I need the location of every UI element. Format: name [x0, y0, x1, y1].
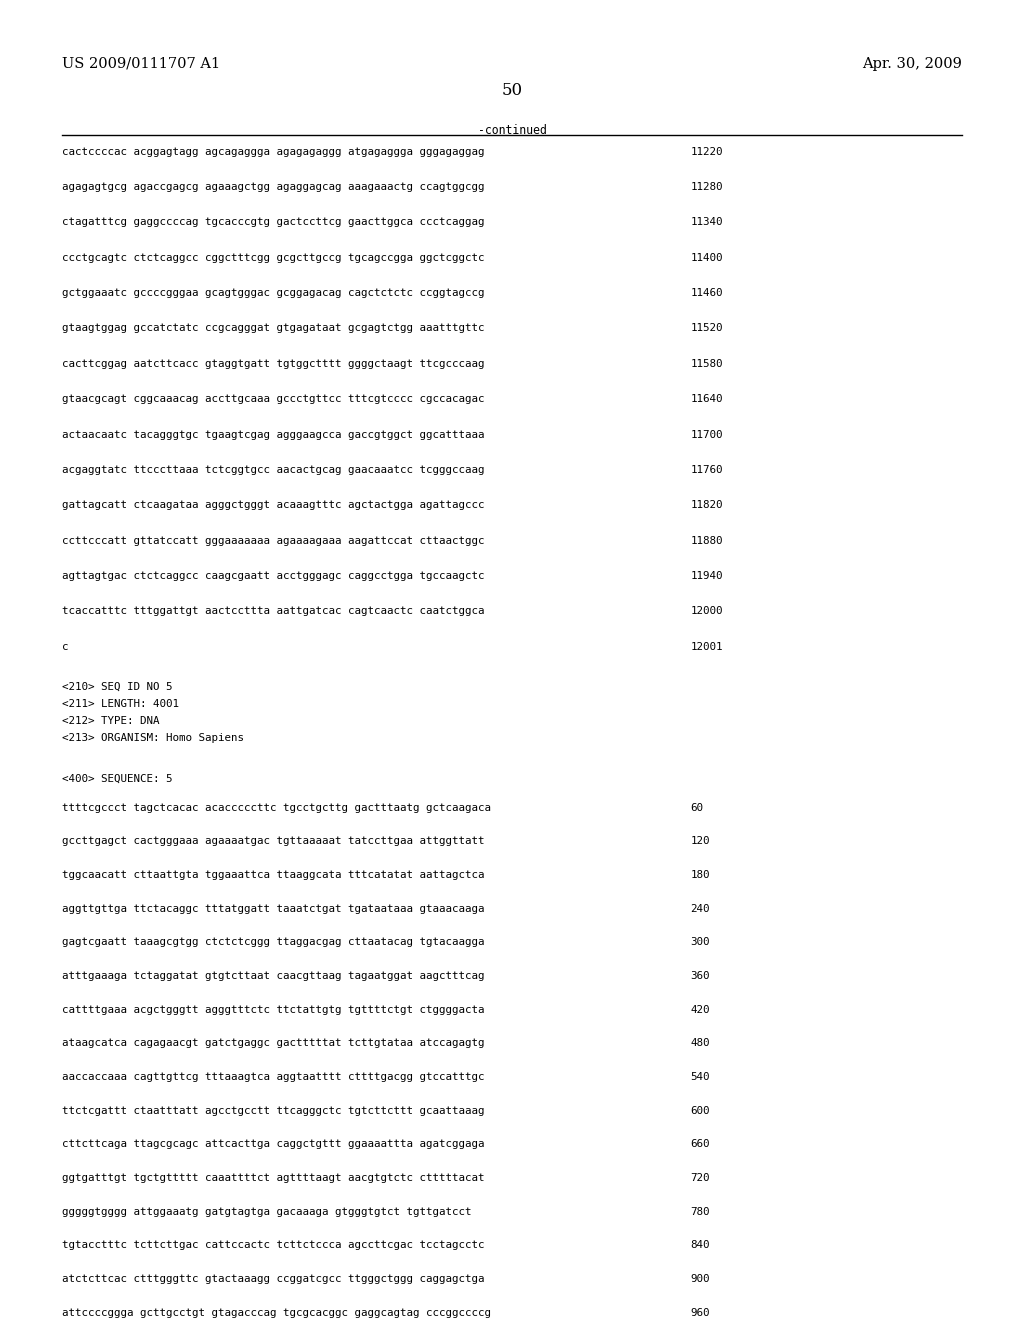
- Text: <211> LENGTH: 4001: <211> LENGTH: 4001: [62, 698, 179, 709]
- Text: 60: 60: [690, 803, 703, 813]
- Text: 600: 600: [690, 1106, 710, 1115]
- Text: 11520: 11520: [690, 323, 723, 334]
- Text: aaccaccaaa cagttgttcg tttaaagtca aggtaatttt cttttgacgg gtccatttgc: aaccaccaaa cagttgttcg tttaaagtca aggtaat…: [62, 1072, 484, 1082]
- Text: Apr. 30, 2009: Apr. 30, 2009: [862, 57, 962, 71]
- Text: ggtgatttgt tgctgttttt caaattttct agttttaagt aacgtgtctc ctttttacat: ggtgatttgt tgctgttttt caaattttct agtttta…: [62, 1173, 484, 1183]
- Text: gtaacgcagt cggcaaacag accttgcaaa gccctgttcc tttcgtcccc cgccacagac: gtaacgcagt cggcaaacag accttgcaaa gccctgt…: [62, 395, 484, 404]
- Text: 240: 240: [690, 904, 710, 913]
- Text: 360: 360: [690, 972, 710, 981]
- Text: 11400: 11400: [690, 252, 723, 263]
- Text: gattagcatt ctcaagataa agggctgggt acaaagtttc agctactgga agattagccc: gattagcatt ctcaagataa agggctgggt acaaagt…: [62, 500, 484, 511]
- Text: 50: 50: [502, 82, 522, 99]
- Text: 12001: 12001: [690, 642, 723, 652]
- Text: ccctgcagtc ctctcaggcc cggctttcgg gcgcttgccg tgcagccgga ggctcggctc: ccctgcagtc ctctcaggcc cggctttcgg gcgcttg…: [62, 252, 484, 263]
- Text: aggttgttga ttctacaggc tttatggatt taaatctgat tgataataaa gtaaacaaga: aggttgttga ttctacaggc tttatggatt taaatct…: [62, 904, 484, 913]
- Text: agttagtgac ctctcaggcc caagcgaatt acctgggagc caggcctgga tgccaagctc: agttagtgac ctctcaggcc caagcgaatt acctggg…: [62, 572, 484, 581]
- Text: attccccggga gcttgcctgt gtagacccag tgcgcacggc gaggcagtag cccggccccg: attccccggga gcttgcctgt gtagacccag tgcgca…: [62, 1308, 490, 1317]
- Text: 12000: 12000: [690, 606, 723, 616]
- Text: gggggtgggg attggaaatg gatgtagtga gacaaaga gtgggtgtct tgttgatcct: gggggtgggg attggaaatg gatgtagtga gacaaag…: [62, 1206, 471, 1217]
- Text: <210> SEQ ID NO 5: <210> SEQ ID NO 5: [62, 681, 172, 692]
- Text: acgaggtatc ttcccttaaa tctcggtgcc aacactgcag gaacaaatcc tcgggccaag: acgaggtatc ttcccttaaa tctcggtgcc aacactg…: [62, 465, 484, 475]
- Text: ataagcatca cagagaacgt gatctgaggc gactttttat tcttgtataa atccagagtg: ataagcatca cagagaacgt gatctgaggc gactttt…: [62, 1039, 484, 1048]
- Text: 11760: 11760: [690, 465, 723, 475]
- Text: tcaccatttc tttggattgt aactccttta aattgatcac cagtcaactc caatctggca: tcaccatttc tttggattgt aactccttta aattgat…: [62, 606, 484, 616]
- Text: ctagatttcg gaggccccag tgcacccgtg gactccttcg gaacttggca ccctcaggag: ctagatttcg gaggccccag tgcacccgtg gactcct…: [62, 218, 484, 227]
- Text: gctggaaatc gccccgggaa gcagtgggac gcggagacag cagctctctc ccggtagccg: gctggaaatc gccccgggaa gcagtgggac gcggaga…: [62, 288, 484, 298]
- Text: 780: 780: [690, 1206, 710, 1217]
- Text: <213> ORGANISM: Homo Sapiens: <213> ORGANISM: Homo Sapiens: [62, 733, 244, 743]
- Text: atttgaaaga tctaggatat gtgtcttaat caacgttaag tagaatggat aagctttcag: atttgaaaga tctaggatat gtgtcttaat caacgtt…: [62, 972, 484, 981]
- Text: 540: 540: [690, 1072, 710, 1082]
- Text: <400> SEQUENCE: 5: <400> SEQUENCE: 5: [62, 774, 172, 784]
- Text: gtaagtggag gccatctatc ccgcagggat gtgagataat gcgagtctgg aaatttgttc: gtaagtggag gccatctatc ccgcagggat gtgagat…: [62, 323, 484, 334]
- Text: 660: 660: [690, 1139, 710, 1150]
- Text: 11700: 11700: [690, 429, 723, 440]
- Text: ttttcgccct tagctcacac acacccccttc tgcctgcttg gactttaatg gctcaagaca: ttttcgccct tagctcacac acacccccttc tgcctg…: [62, 803, 490, 813]
- Text: cactccccac acggagtagg agcagaggga agagagaggg atgagaggga gggagaggag: cactccccac acggagtagg agcagaggga agagaga…: [62, 147, 484, 157]
- Text: 11340: 11340: [690, 218, 723, 227]
- Text: 11460: 11460: [690, 288, 723, 298]
- Text: ccttcccatt gttatccatt gggaaaaaaa agaaaagaaa aagattccat cttaactggc: ccttcccatt gttatccatt gggaaaaaaa agaaaag…: [62, 536, 484, 545]
- Text: 11820: 11820: [690, 500, 723, 511]
- Text: 11640: 11640: [690, 395, 723, 404]
- Text: 11220: 11220: [690, 147, 723, 157]
- Text: c: c: [62, 642, 69, 652]
- Text: cattttgaaa acgctgggtt agggtttctc ttctattgtg tgttttctgt ctggggacta: cattttgaaa acgctgggtt agggtttctc ttctatt…: [62, 1005, 484, 1015]
- Text: tgtacctttc tcttcttgac cattccactc tcttctccca agccttcgac tcctagcctc: tgtacctttc tcttcttgac cattccactc tcttctc…: [62, 1241, 484, 1250]
- Text: 300: 300: [690, 937, 710, 948]
- Text: 900: 900: [690, 1274, 710, 1284]
- Text: atctcttcac ctttgggttc gtactaaagg ccggatcgcc ttgggctggg caggagctga: atctcttcac ctttgggttc gtactaaagg ccggatc…: [62, 1274, 484, 1284]
- Text: cacttcggag aatcttcacc gtaggtgatt tgtggctttt ggggctaagt ttcgcccaag: cacttcggag aatcttcacc gtaggtgatt tgtggct…: [62, 359, 484, 368]
- Text: 960: 960: [690, 1308, 710, 1317]
- Text: agagagtgcg agaccgagcg agaaagctgg agaggagcag aaagaaactg ccagtggcgg: agagagtgcg agaccgagcg agaaagctgg agaggag…: [62, 182, 484, 191]
- Text: 11880: 11880: [690, 536, 723, 545]
- Text: 840: 840: [690, 1241, 710, 1250]
- Text: cttcttcaga ttagcgcagc attcacttga caggctgttt ggaaaattta agatcggaga: cttcttcaga ttagcgcagc attcacttga caggctg…: [62, 1139, 484, 1150]
- Text: 420: 420: [690, 1005, 710, 1015]
- Text: 11280: 11280: [690, 182, 723, 191]
- Text: 11580: 11580: [690, 359, 723, 368]
- Text: 11940: 11940: [690, 572, 723, 581]
- Text: ttctcgattt ctaatttatt agcctgcctt ttcagggctc tgtcttcttt gcaattaaag: ttctcgattt ctaatttatt agcctgcctt ttcaggg…: [62, 1106, 484, 1115]
- Text: tggcaacatt cttaattgta tggaaattca ttaaggcata tttcatatat aattagctca: tggcaacatt cttaattgta tggaaattca ttaaggc…: [62, 870, 484, 880]
- Text: actaacaatc tacagggtgc tgaagtcgag agggaagcca gaccgtggct ggcatttaaa: actaacaatc tacagggtgc tgaagtcgag agggaag…: [62, 429, 484, 440]
- Text: gccttgagct cactgggaaa agaaaatgac tgttaaaaat tatccttgaa attggttatt: gccttgagct cactgggaaa agaaaatgac tgttaaa…: [62, 837, 484, 846]
- Text: US 2009/0111707 A1: US 2009/0111707 A1: [62, 57, 220, 71]
- Text: 720: 720: [690, 1173, 710, 1183]
- Text: 120: 120: [690, 837, 710, 846]
- Text: 480: 480: [690, 1039, 710, 1048]
- Text: 180: 180: [690, 870, 710, 880]
- Text: -continued: -continued: [477, 124, 547, 137]
- Text: <212> TYPE: DNA: <212> TYPE: DNA: [62, 715, 160, 726]
- Text: gagtcgaatt taaagcgtgg ctctctcggg ttaggacgag cttaatacag tgtacaagga: gagtcgaatt taaagcgtgg ctctctcggg ttaggac…: [62, 937, 484, 948]
